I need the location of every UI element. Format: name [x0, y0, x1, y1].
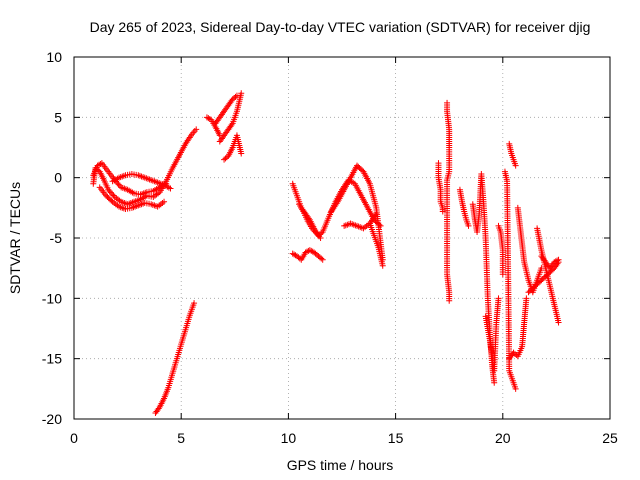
data-point	[191, 300, 198, 307]
data-point	[491, 379, 498, 386]
x-tick-label: 15	[388, 430, 404, 446]
chart-title: Day 265 of 2023, Sidereal Day-to-day VTE…	[90, 19, 591, 35]
data-point	[238, 150, 245, 157]
series-arc-12	[296, 201, 324, 241]
data-point	[318, 230, 325, 237]
data-point	[109, 191, 116, 198]
data-point	[238, 90, 245, 97]
y-tick-label: -20	[42, 411, 62, 427]
y-axis-label: SDTVAR / TECUs	[7, 182, 23, 294]
data-point	[193, 126, 200, 133]
series-arc-28	[538, 253, 562, 272]
x-axis-label: GPS time / hours	[287, 457, 394, 473]
series-arc-15	[366, 220, 386, 269]
data-point	[167, 185, 174, 192]
data-point	[319, 256, 326, 263]
data-points	[90, 90, 562, 416]
data-point	[495, 295, 502, 302]
series-arc-21	[495, 222, 506, 278]
series-arc-5	[152, 300, 198, 416]
data-point	[439, 208, 446, 215]
series-arc-4	[109, 171, 174, 192]
series-arc-7	[216, 90, 245, 145]
data-point	[446, 297, 453, 304]
y-tick-labels: -20 -15 -10 -5 0 5 10	[42, 49, 62, 427]
data-point	[216, 132, 223, 139]
data-point	[523, 295, 530, 302]
series-arc-23	[506, 295, 530, 362]
axis-ticks	[73, 56, 611, 420]
series-arc-14	[341, 210, 380, 232]
x-tick-label: 5	[177, 430, 185, 446]
x-tick-label: 0	[70, 430, 78, 446]
data-point	[161, 198, 168, 205]
series-arc-17	[444, 99, 453, 304]
series-arc-6	[212, 92, 240, 127]
series-arc-8	[221, 132, 245, 163]
data-point	[512, 162, 519, 169]
data-point	[115, 181, 122, 188]
data-point	[373, 210, 380, 217]
series-arc-3	[96, 184, 168, 213]
series-arc-22	[501, 168, 519, 392]
series-arc-11	[289, 247, 326, 263]
data-point	[105, 186, 112, 193]
data-point	[465, 222, 472, 229]
series-arc-9	[203, 114, 223, 139]
series-arc-18	[456, 186, 472, 229]
data-point	[296, 255, 303, 262]
series-arc-24	[506, 140, 519, 169]
x-tick-label: 25	[602, 430, 618, 446]
series-arc-16	[435, 160, 446, 215]
x-tick-label: 10	[281, 430, 297, 446]
data-point	[512, 385, 519, 392]
x-tick-label: 20	[495, 430, 511, 446]
data-point	[555, 319, 562, 326]
data-point	[97, 160, 104, 167]
y-tick-label: 0	[54, 170, 62, 186]
data-point	[555, 256, 562, 263]
y-tick-label: -15	[42, 351, 62, 367]
data-point	[107, 189, 114, 196]
y-tick-label: 10	[46, 49, 62, 65]
series-arc-20	[482, 295, 502, 374]
y-tick-label: 5	[54, 109, 62, 125]
data-point	[106, 188, 113, 195]
data-point	[317, 235, 324, 241]
data-point	[110, 192, 117, 199]
data-point	[379, 262, 386, 269]
y-tick-label: -10	[42, 290, 62, 306]
data-point	[499, 271, 506, 278]
data-point	[318, 255, 325, 262]
x-tick-labels: 0 5 10 15 20 25	[70, 430, 618, 446]
data-point	[206, 115, 213, 122]
data-point	[554, 257, 561, 264]
y-tick-label: -5	[50, 230, 63, 246]
grid	[74, 57, 610, 419]
